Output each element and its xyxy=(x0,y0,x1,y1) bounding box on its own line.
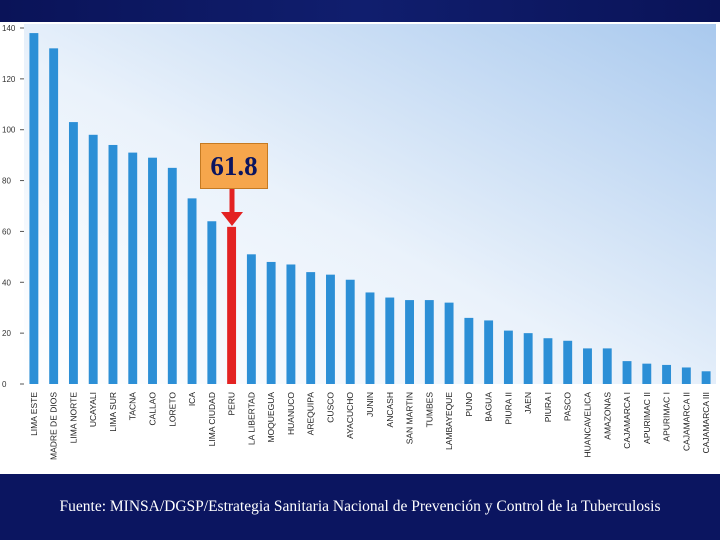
bar-apurimac-ii xyxy=(642,363,652,384)
x-tick-label: SAN MARTIN xyxy=(405,392,415,444)
y-tick-label: 40 xyxy=(2,278,11,287)
bar-huanuco xyxy=(286,264,296,384)
x-tick-label: HUANUCO xyxy=(286,392,296,435)
bar-jaen xyxy=(523,333,533,384)
x-tick-label: CAJAMARCA I xyxy=(622,392,632,449)
bar-loreto xyxy=(167,167,177,384)
x-tick-label: APURIMAC I xyxy=(662,392,672,442)
top-band xyxy=(0,0,720,22)
x-tick-label: PIURA II xyxy=(503,392,513,425)
bar-huancavelica xyxy=(583,348,592,384)
bars xyxy=(29,33,711,384)
bar-madre-de-dios xyxy=(49,48,59,384)
x-tick-label: PERU xyxy=(227,392,237,416)
x-tick-label: AREQUIPA xyxy=(306,392,316,436)
x-tick-label: ICA xyxy=(187,392,197,407)
x-tick-label: CALLAO xyxy=(148,392,158,426)
x-tick-label: AMAZONAS xyxy=(602,392,612,440)
chart-panel: 0 20 40 60 80 100 120 140 LIMA ESTE MADRE DE DIO… xyxy=(0,22,720,474)
bar-tacna xyxy=(128,152,138,384)
x-tick-label: LA LIBERTAD xyxy=(246,392,256,445)
bar-arequipa xyxy=(306,272,316,384)
x-tick-label: TACNA xyxy=(128,392,138,421)
bar-peru xyxy=(227,226,237,384)
bar-callao xyxy=(148,157,157,384)
bar-pasco xyxy=(563,340,573,384)
x-tick-label: AYACUCHO xyxy=(345,392,355,439)
arrow-head xyxy=(221,212,243,226)
x-tick-label: UCAYALI xyxy=(88,392,98,427)
x-tick-label: CUSCO xyxy=(325,392,335,423)
x-tick-label: BAGUA xyxy=(484,392,494,422)
bar-bagua xyxy=(484,320,494,384)
x-tick-label: LIMA NORTE xyxy=(68,392,78,444)
bar-cajamarca-ii xyxy=(681,367,691,384)
y-tick-label: 20 xyxy=(2,329,11,338)
bar-cajamarca-iii xyxy=(701,371,711,384)
bar-piura-ii xyxy=(503,330,513,384)
x-tick-label: LORETO xyxy=(167,392,177,427)
x-tick-label: CAJAMARCA II xyxy=(681,392,691,451)
bar-lambayeque xyxy=(444,302,454,384)
y-tick-label: 60 xyxy=(2,227,11,236)
x-tick-label: MOQUEGUA xyxy=(266,392,276,443)
x-tick-label: LIMA CIUDAD xyxy=(207,392,217,446)
bar-moquegua xyxy=(266,261,276,384)
callout-value: 61.8 xyxy=(210,150,258,181)
x-tick-label: CAJAMARCA III xyxy=(701,392,711,453)
bar-apurimac-i xyxy=(662,364,672,384)
bar-ucayali xyxy=(88,134,98,384)
x-tick-label: HUANCAVELICA xyxy=(582,392,592,458)
bar-amazonas xyxy=(602,348,612,384)
source-caption: Fuente: MINSA/DGSP/Estrategia Sanitaria … xyxy=(59,498,661,515)
bar-ayacucho xyxy=(345,279,355,384)
bar-ancash xyxy=(385,297,395,384)
x-tick-label: PUNO xyxy=(464,392,474,417)
x-tick-label: JUNIN xyxy=(365,392,375,417)
bar-lima-sur xyxy=(108,144,118,384)
x-tick-label: JAEN xyxy=(523,392,533,414)
x-tick-label: LAMBAYEQUE xyxy=(444,392,454,450)
bar-la-libertad xyxy=(246,254,256,384)
bar-lima-este xyxy=(29,33,39,384)
x-tick-label: LIMA SUR xyxy=(108,392,118,432)
bar-lima-norte xyxy=(68,122,78,384)
bar-chart: 0 20 40 60 80 100 120 140 LIMA ESTE MADRE DE DIO… xyxy=(2,24,716,460)
y-tick-label: 80 xyxy=(2,177,11,186)
bar-ica xyxy=(187,198,197,384)
bar-tumbes xyxy=(424,300,434,384)
x-tick-label: PIURA I xyxy=(543,392,553,422)
y-tick-label: 0 xyxy=(2,380,7,389)
bar-cajamarca-i xyxy=(622,361,632,384)
footer: Fuente: MINSA/DGSP/Estrategia Sanitaria … xyxy=(0,474,720,540)
bar-piura-i xyxy=(543,338,553,384)
x-tick-label: LIMA ESTE xyxy=(29,392,39,436)
x-tick-label: MADRE DE DIOS xyxy=(49,392,59,460)
x-tick-label: TUMBES xyxy=(424,392,434,428)
x-tick-label: APURIMAC II xyxy=(642,392,652,444)
y-tick-label: 140 xyxy=(2,24,16,33)
x-tick-label: ANCASH xyxy=(385,392,395,427)
bar-junin xyxy=(365,292,375,384)
bar-puno xyxy=(464,317,474,384)
bar-san-martin xyxy=(405,300,414,384)
callout-value-box: 61.8 xyxy=(200,143,268,189)
x-axis-labels: LIMA ESTE MADRE DE DIOS LIMA NORTE UCAYALI L… xyxy=(29,392,711,460)
bar-lima-ciudad xyxy=(207,221,217,384)
y-axis: 0 20 40 60 80 100 120 140 xyxy=(2,24,24,389)
y-tick-label: 100 xyxy=(2,126,16,135)
bar-cusco xyxy=(326,274,335,384)
y-tick-label: 120 xyxy=(2,75,16,84)
x-tick-label: PASCO xyxy=(563,392,573,422)
